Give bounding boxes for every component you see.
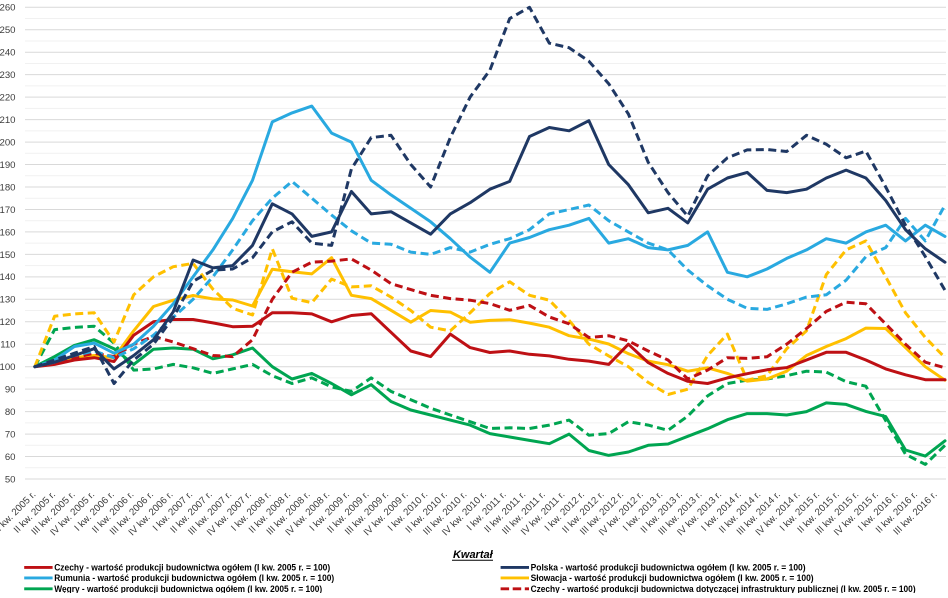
svg-text:60: 60 <box>5 452 16 463</box>
svg-text:Czechy - wartość produkcji bud: Czechy - wartość produkcji budownictwa d… <box>531 584 916 593</box>
svg-text:160: 160 <box>0 227 16 238</box>
svg-text:230: 230 <box>0 70 16 81</box>
svg-text:210: 210 <box>0 115 16 126</box>
svg-text:110: 110 <box>0 340 15 351</box>
svg-text:50: 50 <box>5 474 16 485</box>
svg-text:90: 90 <box>5 385 16 396</box>
svg-text:140: 140 <box>0 272 16 283</box>
svg-text:70: 70 <box>5 430 16 441</box>
svg-text:260: 260 <box>0 3 16 14</box>
svg-text:200: 200 <box>0 138 16 149</box>
svg-text:240: 240 <box>0 48 16 59</box>
svg-text:Rumunia - wartość produkcji bu: Rumunia - wartość produkcji budownictwa … <box>54 573 334 583</box>
svg-text:Węgry - wartość produkcji budo: Węgry - wartość produkcji budownictwa og… <box>54 584 322 593</box>
svg-text:170: 170 <box>0 205 16 216</box>
svg-text:100: 100 <box>0 362 16 373</box>
svg-text:120: 120 <box>0 317 16 328</box>
svg-text:Słowacja - wartość produkcji b: Słowacja - wartość produkcji budownictwa… <box>531 573 814 583</box>
svg-text:220: 220 <box>0 93 16 104</box>
svg-text:Kwartał: Kwartał <box>453 549 494 561</box>
svg-text:130: 130 <box>0 295 16 306</box>
svg-text:250: 250 <box>0 25 16 36</box>
svg-text:190: 190 <box>0 160 16 171</box>
svg-text:Polska - wartość produkcji bud: Polska - wartość produkcji budownictwa o… <box>531 563 806 573</box>
svg-text:80: 80 <box>5 407 16 418</box>
svg-text:150: 150 <box>0 250 16 261</box>
svg-text:Czechy - wartość produkcji bud: Czechy - wartość produkcji budownictwa o… <box>54 563 330 573</box>
svg-text:180: 180 <box>0 182 16 193</box>
